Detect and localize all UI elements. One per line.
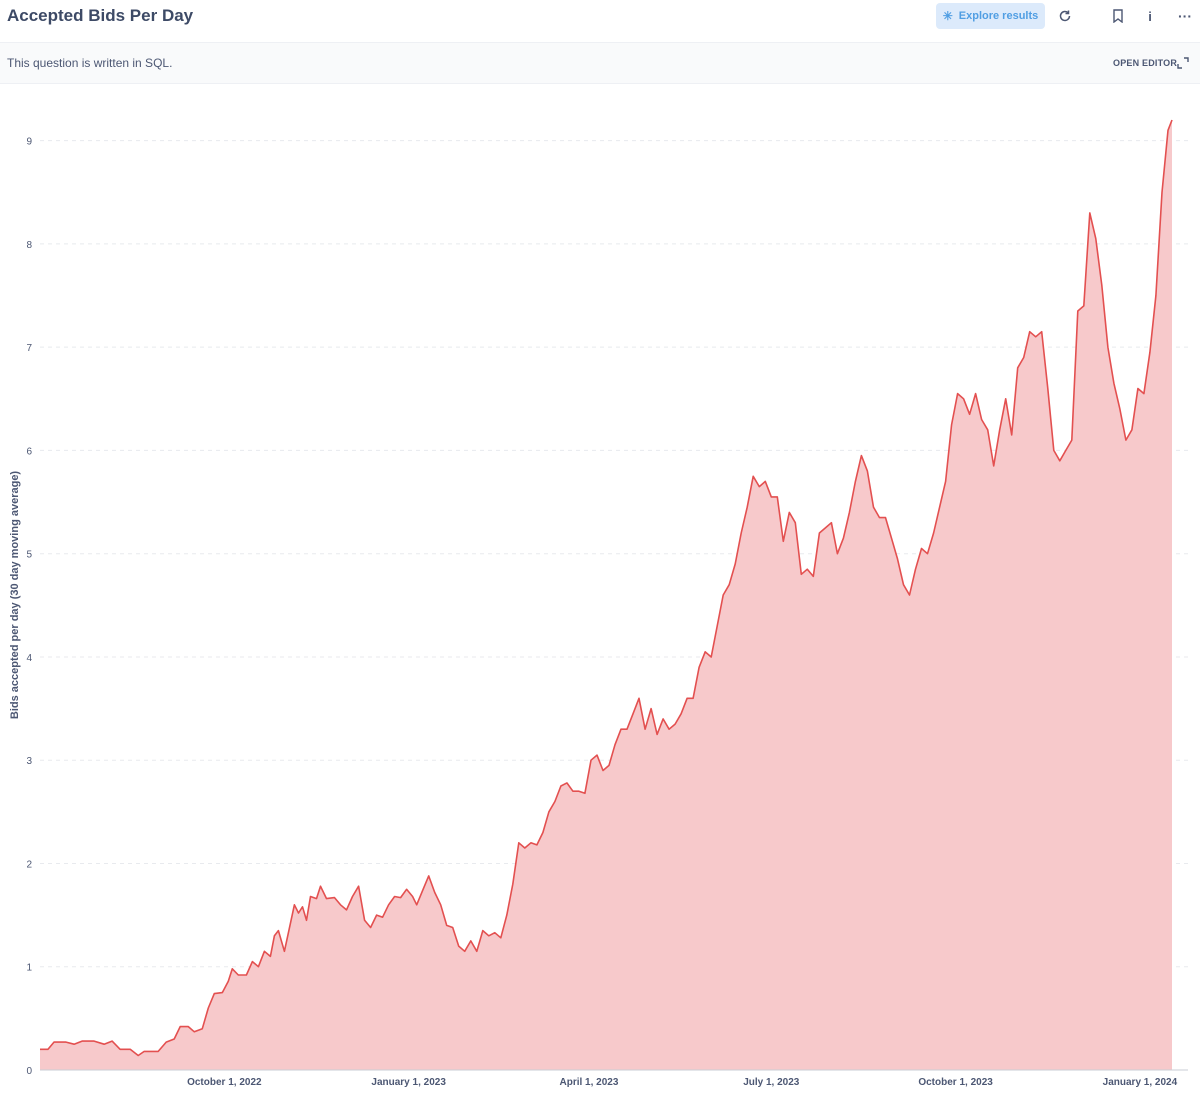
info-icon[interactable]: i xyxy=(1148,8,1152,24)
series-line xyxy=(40,119,1173,1057)
x-tick-labels: October 1, 2022 January 1, 2023 April 1, 2… xyxy=(187,1077,1178,1088)
y-tick-label: 3 xyxy=(26,756,32,767)
y-tick-label: 7 xyxy=(26,343,32,354)
y-tick-label: 9 xyxy=(26,137,32,148)
y-tick-label: 0 xyxy=(26,1066,32,1077)
y-tick-label: 2 xyxy=(26,859,32,870)
bookmark-icon[interactable] xyxy=(1110,8,1126,24)
x-tick-label: April 1, 2023 xyxy=(559,1077,618,1088)
y-tick-label: 1 xyxy=(26,963,32,974)
explore-results-button[interactable]: ✳ Explore results xyxy=(936,3,1045,29)
page-title: Accepted Bids Per Day xyxy=(7,6,194,25)
expand-icon[interactable] xyxy=(1176,56,1190,70)
x-tick-label: October 1, 2023 xyxy=(918,1077,993,1088)
open-editor-button[interactable]: OPEN EDITOR xyxy=(1113,58,1178,68)
y-tick-label: 8 xyxy=(26,240,32,251)
y-tick-labels: 0 1 2 3 4 5 6 7 8 9 xyxy=(26,137,32,1077)
y-tick-label: 5 xyxy=(26,550,32,561)
x-tick-label: October 1, 2022 xyxy=(187,1077,262,1088)
chart: 0 1 2 3 4 5 6 7 8 9 October 1, 2022 January 1, 202… xyxy=(9,119,1188,1088)
x-tick-label: January 1, 2023 xyxy=(371,1077,446,1088)
header: Accepted Bids Per Day ✳ Explore results … xyxy=(0,0,1200,43)
more-icon[interactable]: ··· xyxy=(1178,8,1192,24)
y-tick-label: 6 xyxy=(26,446,32,457)
refresh-icon[interactable] xyxy=(1057,8,1073,24)
y-axis-title: Bids accepted per day (30 day moving ave… xyxy=(9,471,21,720)
x-tick-label: July 1, 2023 xyxy=(743,1077,800,1088)
explore-results-label: Explore results xyxy=(958,10,1039,22)
area-fill xyxy=(40,120,1172,1070)
sql-notice-text: This question is written in SQL. xyxy=(7,56,173,70)
x-tick-label: January 1, 2024 xyxy=(1103,1077,1178,1088)
y-tick-label: 4 xyxy=(26,653,32,664)
sparkle-icon: ✳ xyxy=(942,9,953,23)
sql-notice-bar: This question is written in SQL. OPEN ED… xyxy=(0,43,1200,84)
